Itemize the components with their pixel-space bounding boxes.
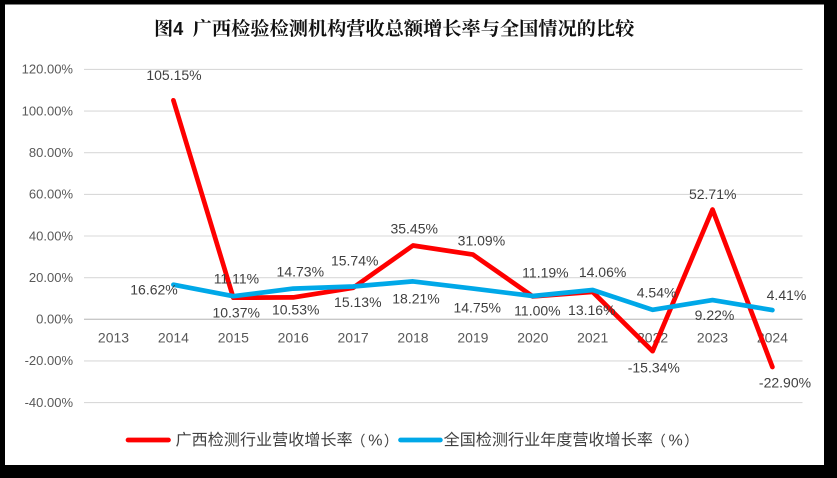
svg-text:-15.34%: -15.34%	[628, 360, 680, 376]
svg-text:11.19%: 11.19%	[522, 265, 568, 281]
svg-text:2020: 2020	[517, 330, 548, 346]
svg-text:10.53%: 10.53%	[272, 302, 319, 318]
svg-text:%: %	[368, 432, 382, 449]
svg-text:2014: 2014	[158, 330, 189, 346]
svg-text:52.71%: 52.71%	[689, 186, 736, 202]
svg-text:2015: 2015	[218, 330, 249, 346]
svg-text:2023: 2023	[697, 330, 728, 346]
svg-text:10.37%: 10.37%	[212, 305, 259, 321]
svg-text:4: 4	[173, 19, 183, 39]
svg-text:11.11%: 11.11%	[214, 270, 259, 286]
svg-text:2013: 2013	[98, 330, 129, 346]
svg-text:-40.00%: -40.00%	[25, 395, 74, 410]
svg-text:15.74%: 15.74%	[331, 252, 378, 268]
svg-text:%: %	[669, 432, 683, 449]
svg-text:2016: 2016	[278, 330, 309, 346]
svg-text:4.41%: 4.41%	[767, 287, 807, 303]
svg-text:14.06%: 14.06%	[579, 264, 626, 280]
svg-text:15.13%: 15.13%	[334, 294, 381, 310]
svg-text:80.00%: 80.00%	[29, 145, 74, 160]
svg-text:120.00%: 120.00%	[22, 62, 74, 77]
svg-text:14.75%: 14.75%	[453, 299, 500, 315]
svg-text:18.21%: 18.21%	[392, 291, 439, 307]
svg-text:4.54%: 4.54%	[637, 285, 677, 301]
svg-text:35.45%: 35.45%	[390, 221, 437, 237]
svg-text:-22.90%: -22.90%	[759, 374, 811, 390]
svg-text:31.09%: 31.09%	[458, 233, 505, 249]
svg-text:105.15%: 105.15%	[146, 67, 201, 83]
svg-text:-20.00%: -20.00%	[25, 353, 74, 368]
svg-text:20.00%: 20.00%	[29, 270, 74, 285]
svg-text:11.00%: 11.00%	[514, 302, 560, 318]
svg-text:9.22%: 9.22%	[695, 307, 735, 323]
svg-text:14.73%: 14.73%	[277, 264, 324, 280]
svg-text:2019: 2019	[457, 330, 488, 346]
svg-text:13.16%: 13.16%	[568, 302, 615, 318]
svg-text:100.00%: 100.00%	[22, 103, 74, 118]
svg-text:60.00%: 60.00%	[29, 187, 74, 202]
svg-text:2021: 2021	[577, 330, 608, 346]
svg-text:40.00%: 40.00%	[29, 228, 74, 243]
svg-text:16.62%: 16.62%	[130, 282, 177, 298]
svg-text:2017: 2017	[338, 330, 369, 346]
svg-text:0.00%: 0.00%	[36, 312, 73, 327]
svg-text:2018: 2018	[397, 330, 428, 346]
